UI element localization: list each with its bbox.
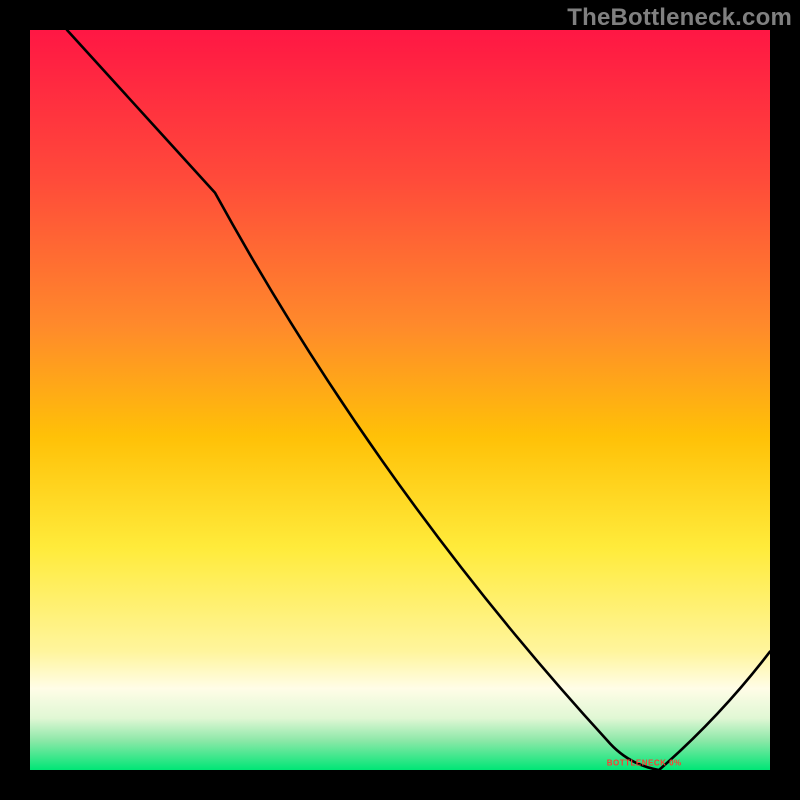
- chart-stage: TheBottleneck.com BOTTLENECK 0%: [0, 0, 800, 800]
- bottleneck-label: BOTTLENECK 0%: [607, 759, 682, 768]
- plot-gradient-background: [30, 30, 770, 770]
- watermark-text: TheBottleneck.com: [567, 4, 792, 32]
- chart-svg: BOTTLENECK 0%: [0, 0, 800, 800]
